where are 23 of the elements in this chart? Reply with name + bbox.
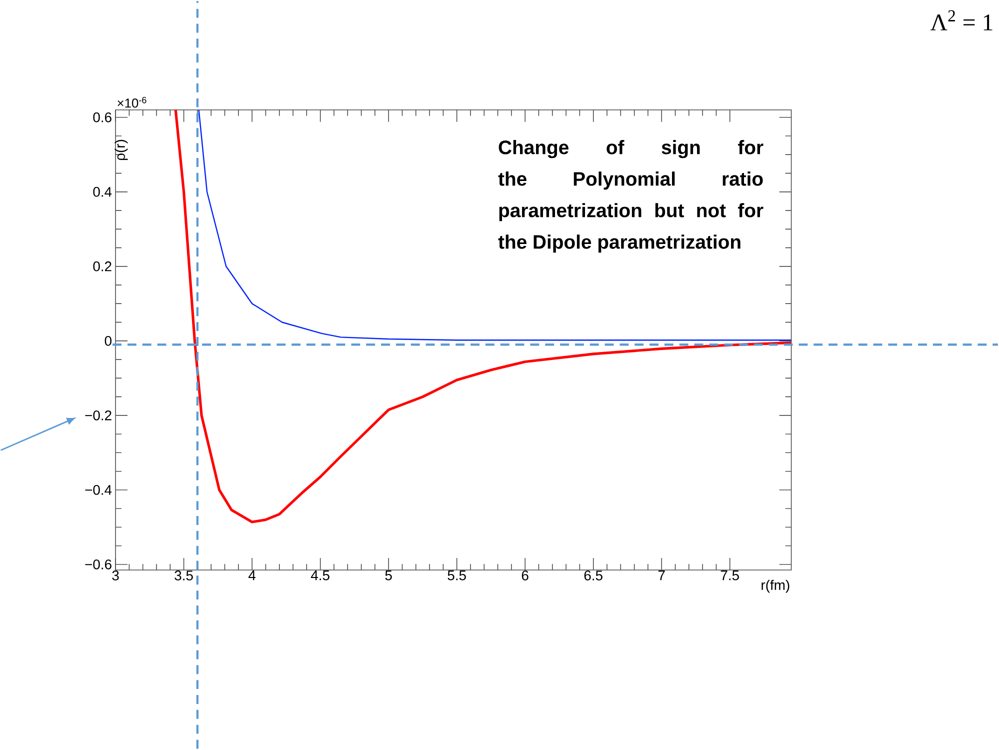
y-tick-label: 0.6 [93, 112, 112, 122]
x-tick-label: 5.5 [448, 570, 466, 580]
x-tick-label: 5 [385, 570, 392, 580]
text: ×10$^{-6}$ [118, 97, 146, 108]
y-tick-label: −0.6 [85, 560, 112, 570]
y-axis-title: ρ(r) [114, 140, 128, 160]
x-tick-label: 7 [658, 570, 665, 580]
x-tick-label: 6.5 [584, 570, 602, 581]
x-tick-label: 4.5 [310, 570, 330, 580]
y-tick-label: 0.2 [93, 262, 112, 272]
x-tick-label: 3.5 [174, 570, 193, 581]
y-tick-label: −0.2 [85, 410, 112, 420]
line-series [174, 108, 793, 524]
annotation: Change of sign for the Polynomial ratio parametrization but not for the Dipole parametrization [498, 140, 764, 253]
y-tick-label: 0 [104, 336, 112, 346]
y-tick-label: 0.4 [93, 187, 112, 197]
x-tick-label: 4 [248, 570, 256, 580]
text: Λ$^{2}$ = 1 [930, 10, 992, 30]
y-tick-label: −0.4 [85, 485, 112, 495]
x-tick-label: 6 [522, 570, 528, 581]
x-tick-label: 3 [112, 570, 119, 581]
x-axis-title: r(fm) [762, 580, 790, 593]
x-tick-label: 7.5 [720, 570, 739, 580]
